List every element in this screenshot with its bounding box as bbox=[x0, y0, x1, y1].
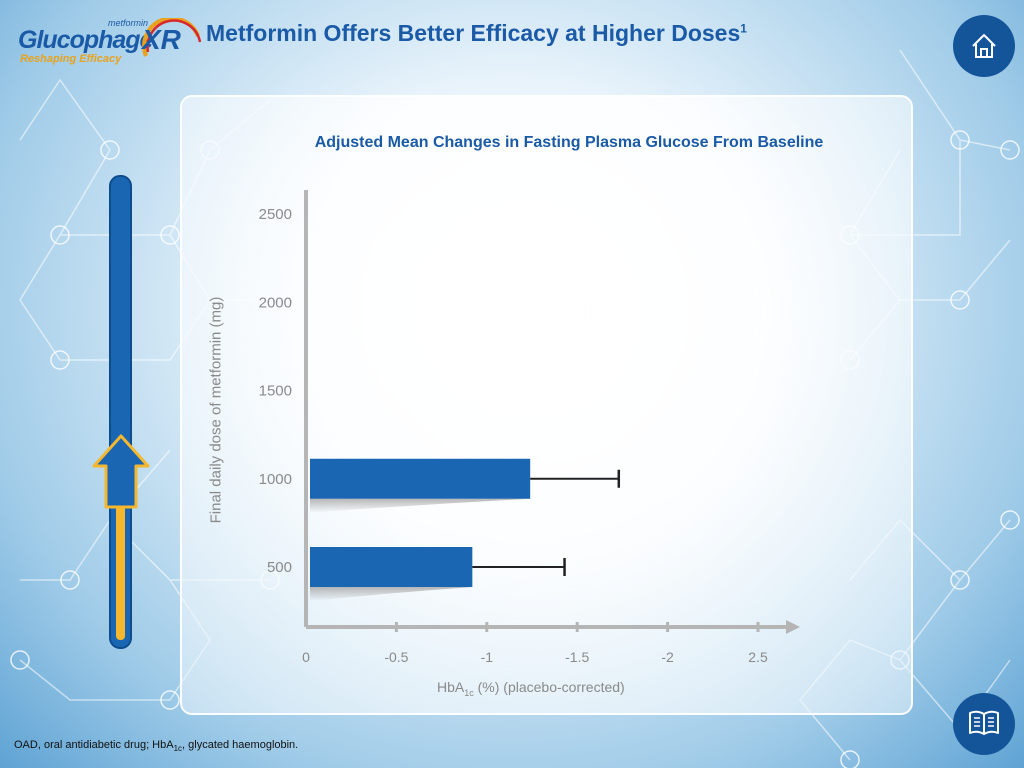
x-axis-label: HbA1c (%) (placebo-corrected) bbox=[437, 679, 625, 698]
book-icon bbox=[969, 710, 999, 735]
x-tick-label: 0 bbox=[302, 649, 310, 665]
slider-track bbox=[109, 175, 132, 649]
x-tick-label: -1.5 bbox=[565, 649, 589, 665]
footnote-part2: , glycated haemoglobin. bbox=[182, 739, 299, 751]
chart-panel bbox=[180, 95, 913, 715]
logo-swoosh-icon bbox=[142, 18, 202, 57]
y-tick-label: 500 bbox=[267, 559, 292, 576]
x-axis-label-rest: (%) (placebo-corrected) bbox=[473, 679, 625, 695]
x-tick-label: -0.5 bbox=[384, 649, 408, 665]
y-tick-label: 1000 bbox=[259, 471, 292, 488]
x-axis-label-main: HbA bbox=[437, 679, 465, 695]
logo-suffix: XR bbox=[142, 24, 181, 55]
x-axis-label-sub: 1c bbox=[464, 687, 474, 698]
footnote-part1: OAD, oral antidiabetic drug; HbA bbox=[14, 739, 174, 751]
dose-slider[interactable] bbox=[90, 174, 152, 650]
y-tick-label: 1500 bbox=[259, 383, 292, 400]
home-button[interactable] bbox=[953, 15, 1015, 77]
chart-title: Adjusted Mean Changes in Fasting Plasma … bbox=[314, 134, 824, 151]
footnote-sub: 1c bbox=[173, 744, 183, 754]
footnote: OAD, oral antidiabetic drug; HbA1c, glyc… bbox=[14, 739, 298, 753]
logo-brand-name: Glucophage bbox=[18, 26, 153, 54]
y-tick-label: 2500 bbox=[259, 206, 292, 223]
up-arrow-icon[interactable] bbox=[92, 434, 150, 509]
x-tick-label: -1 bbox=[481, 649, 494, 665]
title-reference: 1 bbox=[740, 21, 747, 36]
x-tick-label: -2 bbox=[661, 649, 674, 665]
tagline: Reshaping Efficacy bbox=[20, 53, 122, 65]
bar-500 bbox=[310, 547, 473, 587]
bar-shadow bbox=[310, 498, 531, 513]
y-axis-label-text: Final daily dose of metformin (mg) bbox=[207, 296, 225, 524]
page-title-text: Metformin Offers Better Efficacy at High… bbox=[206, 20, 741, 46]
bar-shadow bbox=[310, 587, 473, 601]
home-icon bbox=[972, 34, 996, 58]
logo-generic-name: metformin bbox=[108, 18, 149, 28]
slider-fill bbox=[116, 504, 125, 640]
references-button[interactable] bbox=[953, 693, 1015, 755]
x-axis-arrowhead bbox=[786, 620, 800, 634]
page-title: Metformin Offers Better Efficacy at High… bbox=[206, 20, 747, 47]
bar-1000 bbox=[310, 458, 531, 499]
y-tick-label: 2000 bbox=[259, 294, 292, 311]
x-tick-label: 2.5 bbox=[748, 649, 768, 665]
brand-logo: metformin Glucophage XR bbox=[18, 18, 202, 70]
